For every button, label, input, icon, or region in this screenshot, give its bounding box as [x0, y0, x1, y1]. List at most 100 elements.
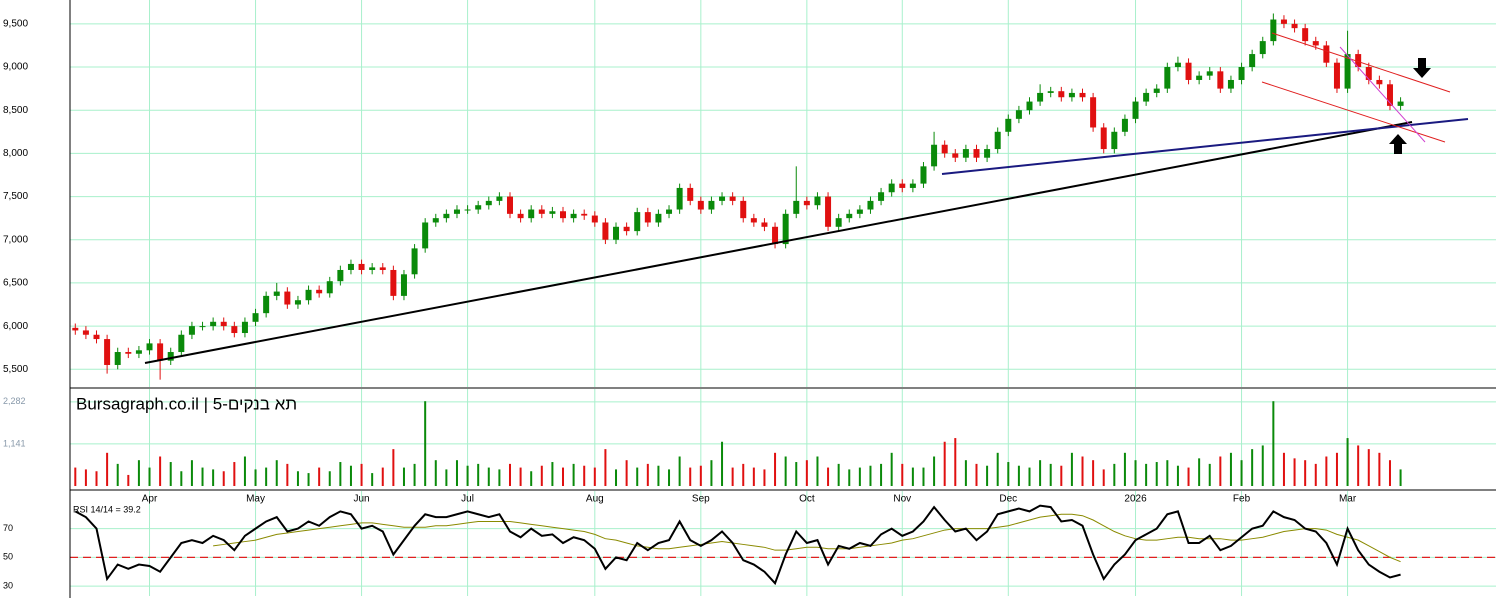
- volume-bar: [466, 465, 469, 486]
- candle-body: [231, 326, 238, 334]
- candle-body: [719, 196, 726, 201]
- volume-bar: [646, 463, 649, 486]
- volume-bar: [1145, 463, 1148, 486]
- volume-bar: [1357, 445, 1360, 486]
- volume-bar: [434, 460, 437, 486]
- volume-bar: [657, 465, 660, 486]
- volume-bar: [805, 460, 808, 486]
- rsi-line: [213, 513, 1401, 563]
- candle-body: [835, 218, 842, 227]
- volume-bar: [212, 469, 215, 486]
- volume-bar: [1388, 460, 1391, 486]
- volume-bar: [901, 463, 904, 486]
- volume-bar: [721, 441, 724, 486]
- x-tick-label: Sep: [692, 494, 710, 505]
- candle-body: [1238, 67, 1245, 80]
- candle-body: [337, 269, 344, 282]
- rsi-line: [74, 504, 1401, 586]
- volume-bar: [689, 467, 692, 486]
- candle-body: [273, 291, 280, 296]
- candle-body: [782, 213, 789, 245]
- volume-bar: [392, 449, 395, 486]
- volume-bar: [487, 467, 490, 486]
- volume-bar: [922, 467, 925, 486]
- candle-body: [761, 222, 768, 227]
- candle-body: [188, 326, 195, 335]
- volume-bar: [1081, 456, 1084, 486]
- volume-bar: [795, 462, 798, 486]
- y-tick-label: 7,000: [3, 234, 28, 245]
- y-tick-label: 6,000: [3, 321, 28, 332]
- candle-body: [1344, 54, 1351, 89]
- volume-bar: [583, 465, 586, 486]
- channel-line: [1271, 32, 1451, 93]
- volume-bar: [445, 469, 448, 486]
- volume-bar: [668, 469, 671, 486]
- y-tick-label: 70: [3, 523, 13, 533]
- x-tick-label: Aug: [586, 494, 604, 505]
- candle-body: [1206, 71, 1213, 76]
- candle-body: [856, 209, 863, 214]
- volume-bar: [933, 456, 936, 486]
- volume-bar: [1251, 449, 1254, 486]
- volume-bar: [710, 460, 713, 486]
- candle-body: [740, 200, 747, 219]
- candle-body: [93, 334, 100, 340]
- volume-bar: [763, 469, 766, 486]
- volume-bar: [1028, 467, 1031, 486]
- volume-bar: [190, 460, 193, 486]
- candle-body: [1312, 41, 1319, 46]
- volume-bar: [307, 473, 310, 486]
- volume-bar: [1039, 460, 1042, 486]
- volume-bar: [116, 463, 119, 486]
- x-tick-label: Oct: [799, 494, 815, 505]
- volume-bar: [424, 401, 427, 486]
- volume-bar: [986, 465, 989, 486]
- volume-bar: [1017, 465, 1020, 486]
- candle-body: [104, 339, 111, 365]
- volume-bar: [1166, 460, 1169, 486]
- volume-bar: [848, 469, 851, 486]
- candle-body: [1376, 79, 1383, 85]
- volume-bar: [731, 467, 734, 486]
- volume-bar: [1229, 452, 1232, 486]
- volume-bar: [699, 465, 702, 486]
- candle-body: [411, 248, 418, 275]
- volume-bar: [1282, 452, 1285, 486]
- y-tick-label: 5,500: [3, 364, 28, 375]
- candle-body: [952, 153, 959, 158]
- volume-bar: [996, 452, 999, 486]
- candle-body: [1164, 67, 1171, 89]
- volume-bar: [551, 462, 554, 486]
- candle-body: [793, 200, 800, 214]
- volume-bar: [1198, 458, 1201, 486]
- candle-body: [899, 183, 906, 188]
- candle-body: [825, 196, 832, 227]
- volume-bar: [784, 456, 787, 486]
- volume-bar: [137, 460, 140, 486]
- volume-bar: [1208, 463, 1211, 486]
- candle-body: [697, 200, 704, 210]
- candle-body: [994, 131, 1001, 150]
- candle-body: [1397, 101, 1404, 106]
- candle-body: [1153, 88, 1160, 93]
- candle-body: [941, 144, 948, 154]
- candle-body: [1005, 118, 1012, 132]
- candle-body: [676, 187, 683, 210]
- candle-body: [252, 313, 259, 322]
- candle-body: [931, 144, 938, 167]
- volume-bar: [180, 471, 183, 486]
- candle-body: [613, 226, 620, 240]
- candle-body: [528, 209, 535, 219]
- candle-body: [591, 215, 598, 223]
- x-tick-label: Dec: [999, 494, 1017, 505]
- volume-bar: [74, 467, 77, 486]
- volume-bar: [1113, 463, 1116, 486]
- volume-bar: [413, 463, 416, 486]
- candle-body: [347, 263, 354, 270]
- volume-bar: [95, 471, 98, 486]
- volume-bar: [106, 452, 109, 486]
- y-tick-label: 30: [3, 580, 13, 590]
- trend-line: [941, 118, 1469, 175]
